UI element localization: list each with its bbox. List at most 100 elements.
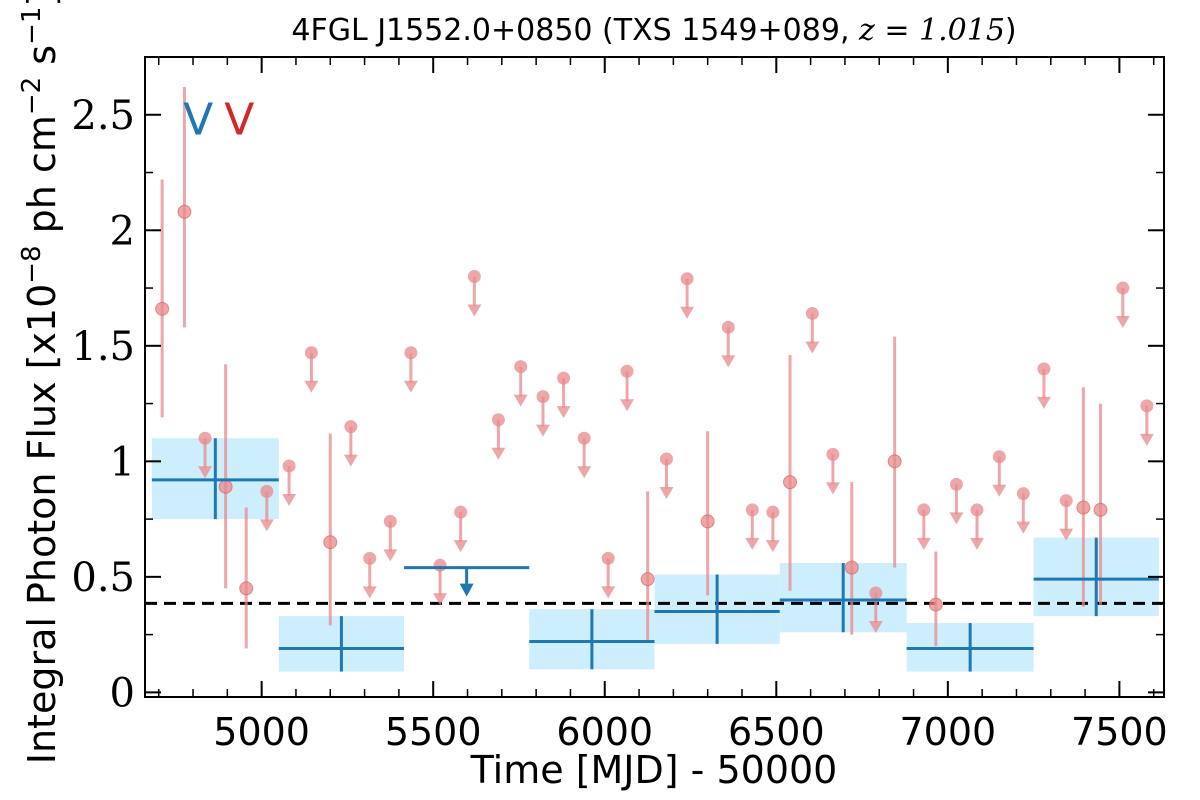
upper-limit-arrow-head	[868, 621, 883, 634]
upper-limit-arrow-head	[362, 586, 377, 599]
upper-limit-point	[601, 551, 615, 565]
chart-title: 4FGL J1552.0+0850 (TXS 1549+089, z = 1.0…	[291, 13, 1016, 48]
upper-limit-arrow-head	[970, 537, 985, 550]
upper-limit-arrow-head	[467, 304, 482, 317]
upper-limit-point	[721, 320, 735, 334]
v-marker: V	[183, 94, 213, 145]
v-marker: V	[224, 94, 254, 145]
upper-limit-arrow-head	[198, 466, 213, 479]
y-axis-label: Integral Photon Flux [x10−8 ph cm−2 s−1]	[17, 0, 64, 764]
upper-limit-arrow-head	[659, 487, 674, 500]
upper-limit-arrow-head	[383, 549, 398, 562]
short-bin-point	[783, 475, 798, 490]
upper-limit-arrow-head	[805, 341, 820, 354]
upper-limit-point	[660, 452, 674, 466]
upper-limit-arrow-head	[535, 424, 550, 437]
short-bin-point	[887, 454, 902, 469]
upper-limit-point	[949, 477, 963, 491]
axes: 5000 5500 6000 6500 7000 7500 0 0.5 1 1.5 2 2.5	[71, 56, 1168, 754]
upper-limit-point	[363, 551, 377, 565]
upper-limit-arrow-head	[304, 380, 319, 393]
upper-limit-point	[745, 503, 759, 517]
upper-limit-point	[282, 459, 296, 473]
upper-limit-point	[467, 269, 481, 283]
x-tick-label: 5000	[213, 710, 310, 754]
short-bin-point	[218, 479, 233, 494]
upper-limit-arrow-head	[282, 493, 297, 506]
upper-limit-point	[1037, 362, 1051, 376]
upper-limit-point	[992, 450, 1006, 464]
upper-limit-arrow-head	[453, 540, 468, 553]
short-bin-point	[239, 581, 254, 596]
upper-limit-point	[304, 346, 318, 360]
upper-limit-point	[680, 272, 694, 286]
short-bin-point	[323, 535, 338, 550]
upper-limit-arrow-head	[1115, 316, 1130, 329]
upper-limit-arrow-head	[949, 512, 964, 525]
x-axis-label: Time [MJD] - 50000	[470, 748, 838, 792]
upper-limit-arrow-head	[1016, 521, 1031, 534]
short-bin-point	[1076, 500, 1091, 515]
upper-limit-arrow-head	[1139, 433, 1154, 446]
x-tick-label: 5500	[385, 710, 482, 754]
upper-limit-arrow-head	[825, 482, 840, 495]
plot-area	[145, 87, 1164, 672]
upper-limit-point	[536, 390, 550, 404]
upper-limit-point	[1116, 281, 1130, 295]
upper-limit-point	[869, 586, 883, 600]
upper-limit-arrow-head	[577, 466, 592, 479]
short-bin-point	[177, 204, 192, 219]
short-bin-point	[700, 514, 715, 529]
y-tick-label: 0.5	[71, 555, 135, 601]
y-tick-label: 2	[110, 208, 135, 254]
upper-limit-arrow-head	[620, 399, 635, 412]
upper-limit-point	[260, 484, 274, 498]
upper-limit-arrow-head	[556, 406, 571, 419]
upper-limit-arrow-head	[259, 519, 274, 532]
upper-limit-point	[514, 360, 528, 374]
upper-limit-point	[491, 413, 505, 427]
y-tick-label: 2.5	[71, 93, 135, 139]
short-bin-point	[928, 597, 943, 612]
short-bin-point	[155, 301, 170, 316]
upper-limit-point	[383, 514, 397, 528]
upper-limit-point	[198, 431, 212, 445]
upper-limit-point	[1140, 399, 1154, 413]
upper-limit-arrow-head	[765, 540, 780, 553]
upper-limit-arrow-head	[745, 537, 760, 550]
upper-limit-arrow-head	[992, 484, 1007, 497]
upper-limit-arrow-head	[680, 306, 695, 319]
upper-limit-arrow-head	[433, 593, 448, 606]
upper-limit-point	[433, 558, 447, 572]
y-tick-label: 1.5	[71, 324, 135, 370]
upper-limit-point	[577, 431, 591, 445]
upper-limit-point	[454, 505, 468, 519]
upper-limit-arrow-head	[513, 394, 528, 407]
short-bin-point	[1093, 502, 1108, 517]
plot-frame	[144, 56, 1165, 698]
upper-limit-arrow-head	[601, 586, 616, 599]
y-tick-label: 1	[110, 439, 135, 485]
upper-limit-arrow-head	[916, 537, 931, 550]
upper-limit-point	[344, 420, 358, 434]
upper-limit-point	[805, 306, 819, 320]
y-tick-label: 0	[110, 670, 135, 716]
upper-limit-arrow-head	[491, 447, 506, 460]
x-tick-label: 7500	[1071, 710, 1168, 754]
upper-limit-arrow-head	[343, 454, 358, 467]
upper-limit-point	[917, 503, 931, 517]
upper-limit-arrow-head	[721, 355, 736, 368]
upper-limit-point	[620, 364, 634, 378]
upper-limit-point	[1016, 487, 1030, 501]
short-bin-point	[640, 572, 655, 587]
long-bin-upper-limit-head	[459, 583, 474, 597]
upper-limit-arrow-head	[403, 380, 418, 393]
upper-limit-point	[404, 346, 418, 360]
upper-limit-point	[970, 503, 984, 517]
x-tick-label: 6500	[728, 710, 825, 754]
upper-limit-point	[766, 505, 780, 519]
x-tick-label: 7000	[899, 710, 996, 754]
